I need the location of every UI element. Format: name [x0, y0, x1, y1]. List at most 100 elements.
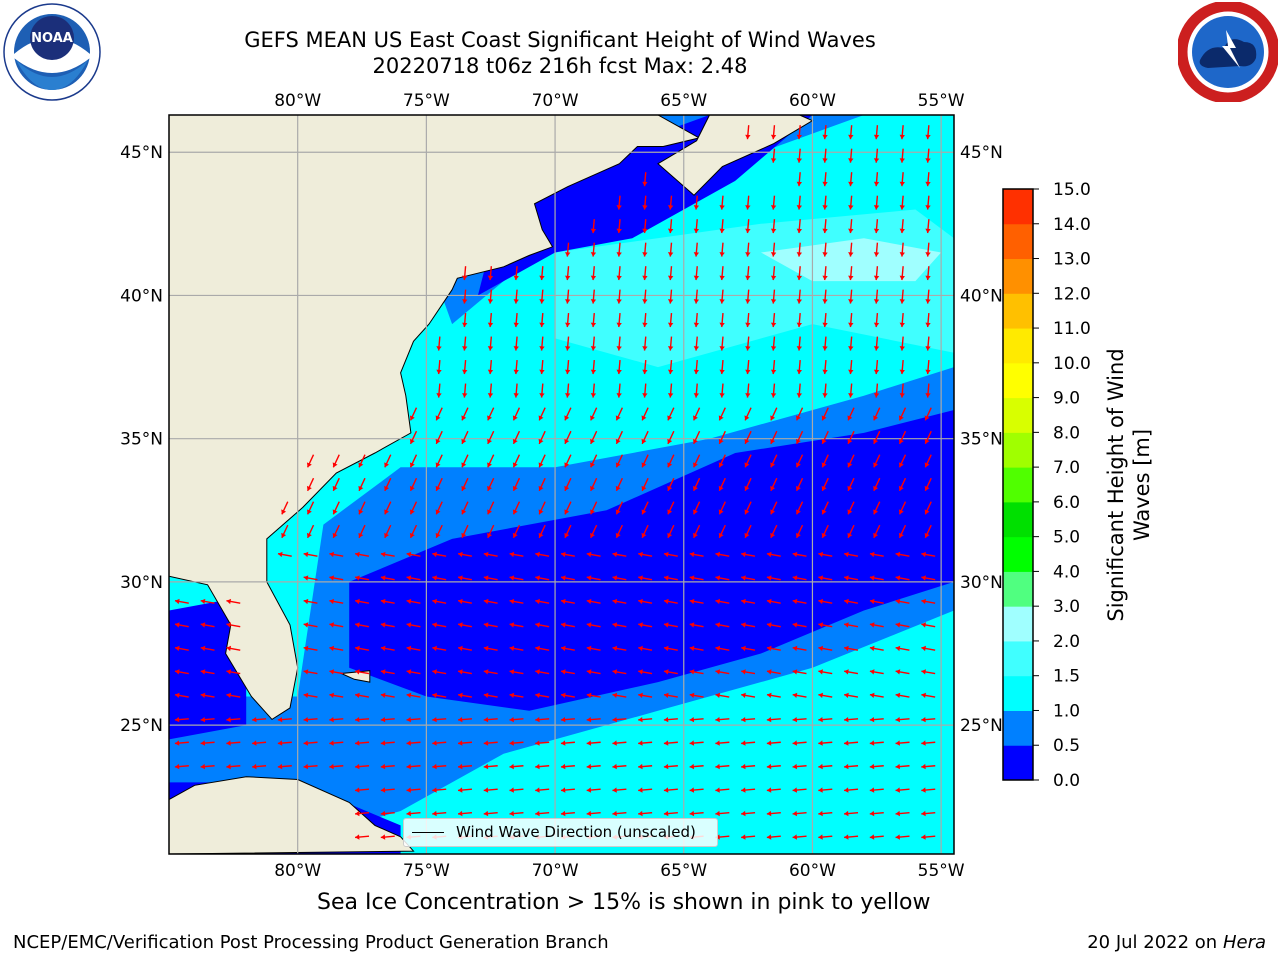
lat-tick-label-right: 40°N — [960, 286, 1003, 306]
wave-direction-arrowhead — [766, 716, 772, 723]
wave-direction-arrowhead — [539, 322, 545, 328]
wave-direction-arrowhead — [355, 834, 360, 840]
wave-direction-arrowhead — [766, 692, 772, 699]
wave-direction-arrowhead — [535, 810, 540, 817]
wave-direction-arrowhead — [538, 532, 544, 538]
wave-direction-arrowhead — [822, 322, 828, 328]
colorbar-tick-label: 10.0 — [1053, 354, 1091, 374]
wave-direction-arrowhead — [539, 369, 545, 375]
wave-direction-arrowhead — [899, 322, 905, 328]
wave-direction-arrowhead — [873, 532, 879, 538]
wave-direction-arrowhead — [821, 438, 827, 444]
wave-direction-arrowhead — [487, 438, 492, 444]
wave-direction-arrowhead — [715, 598, 721, 605]
wave-direction-arrowhead — [719, 275, 725, 281]
wave-direction-arrowhead — [719, 228, 725, 234]
wave-direction-arrowhead — [873, 369, 880, 375]
wave-direction-arrowhead — [615, 438, 621, 444]
wave-direction-arrowhead — [432, 740, 437, 746]
wave-direction-arrowhead — [616, 393, 622, 398]
wave-direction-arrowhead — [590, 509, 595, 515]
wave-direction-arrowhead — [921, 740, 926, 746]
lon-tick-label-top: 55°W — [918, 91, 965, 111]
wave-direction-arrowhead — [380, 787, 386, 793]
wave-direction-arrowhead — [586, 716, 592, 723]
wave-direction-arrowhead — [895, 575, 901, 581]
wave-direction-arrowhead — [560, 763, 566, 770]
wave-direction-arrowhead — [332, 509, 338, 515]
wave-direction-arrowhead — [616, 322, 622, 328]
colorbar-segment — [1003, 536, 1033, 572]
wave-direction-arrowhead — [303, 622, 309, 628]
wave-direction-arrowhead — [844, 810, 849, 817]
wave-direction-arrowhead — [277, 763, 283, 770]
wave-direction-arrowhead — [792, 834, 798, 840]
wave-direction-arrowhead — [689, 740, 695, 746]
wave-direction-arrowhead — [638, 810, 643, 817]
wave-direction-arrowhead — [821, 532, 827, 538]
wave-direction-arrowhead — [693, 346, 700, 351]
wave-direction-arrowhead — [792, 692, 798, 699]
wave-direction-arrowhead — [899, 228, 905, 234]
wave-direction-arrowhead — [641, 438, 647, 444]
wind-wave-vectors — [174, 125, 936, 840]
wave-direction-arrowhead — [822, 158, 828, 163]
wave-direction-arrowhead — [693, 322, 700, 328]
wave-direction-arrowhead — [642, 393, 648, 398]
colorbar-segment — [1003, 258, 1033, 294]
wave-direction-arrowhead — [869, 575, 875, 581]
wave-direction-arrowhead — [663, 669, 669, 675]
wave-direction-arrowhead — [667, 346, 674, 351]
wave-direction-arrowhead — [873, 228, 880, 234]
wave-direction-arrowhead — [925, 181, 931, 187]
lon-tick-label-top: 70°W — [532, 91, 579, 111]
wave-direction-arrowhead — [435, 509, 441, 515]
wave-direction-arrowhead — [848, 134, 854, 140]
wave-direction-arrowhead — [895, 622, 901, 628]
wave-direction-arrowhead — [693, 275, 700, 281]
wave-direction-arrowhead — [895, 551, 901, 558]
colorbar-tick-label: 1.5 — [1053, 667, 1080, 687]
wave-direction-arrowhead — [226, 598, 232, 605]
wave-direction-arrowhead — [873, 205, 880, 210]
wave-direction-arrowhead — [718, 462, 724, 468]
wave-direction-arrowhead — [689, 716, 695, 723]
wave-direction-arrowhead — [435, 532, 441, 538]
wave-direction-arrowhead — [615, 415, 621, 421]
wave-direction-arrowhead — [436, 369, 442, 375]
colorbar-segment — [1003, 293, 1033, 329]
wave-direction-arrowhead — [615, 532, 621, 538]
wave-direction-arrowhead — [898, 462, 904, 468]
wave-direction-arrowhead — [277, 740, 283, 746]
wave-direction-arrowhead — [745, 369, 751, 375]
wave-direction-arrowhead — [766, 551, 772, 558]
wave-direction-arrowhead — [513, 322, 519, 328]
wave-direction-arrowhead — [667, 252, 674, 257]
wave-direction-arrowhead — [432, 551, 437, 558]
wave-direction-arrowhead — [689, 810, 695, 817]
wave-direction-arrowhead — [303, 645, 309, 652]
wave-direction-arrowhead — [252, 763, 257, 770]
wave-direction-arrowhead — [616, 369, 622, 375]
wave-direction-arrowhead — [512, 462, 518, 468]
wave-direction-arrowhead — [458, 787, 463, 793]
wave-direction-arrowhead — [539, 346, 545, 351]
lon-tick-label-top: 75°W — [403, 91, 450, 111]
wave-direction-arrowhead — [432, 598, 437, 605]
wave-direction-arrowhead — [766, 575, 772, 581]
wave-direction-arrowhead — [667, 462, 673, 468]
wave-direction-arrowhead — [921, 692, 926, 699]
wave-direction-arrowhead — [513, 299, 519, 304]
wave-direction-arrowhead — [766, 834, 772, 840]
wave-direction-arrowhead — [612, 575, 618, 581]
wave-direction-arrowhead — [796, 181, 803, 187]
lon-tick-label-bottom: 75°W — [403, 861, 450, 881]
land-north-america — [169, 115, 701, 721]
wave-direction-arrowhead — [766, 740, 772, 746]
map-title: GEFS MEAN US East Coast Significant Heig… — [244, 28, 876, 52]
wave-direction-arrowhead — [873, 462, 879, 468]
wave-direction-arrowhead — [869, 551, 875, 558]
wave-direction-arrowhead — [252, 740, 257, 746]
colorbar-tick-label: 9.0 — [1053, 389, 1080, 409]
wave-direction-arrowhead — [358, 485, 364, 491]
